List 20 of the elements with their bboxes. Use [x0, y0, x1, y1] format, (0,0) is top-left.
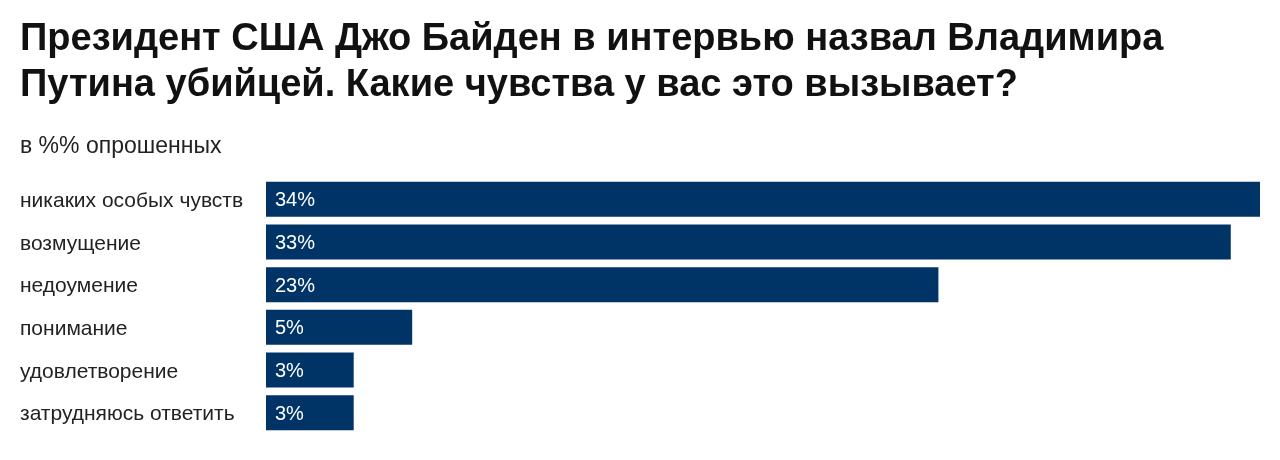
data-label: 34% — [275, 188, 316, 211]
bar — [266, 352, 354, 388]
y-tick-label: удовлетворение — [20, 358, 179, 382]
bar — [266, 309, 413, 345]
y-tick-label: возмущение — [20, 230, 141, 254]
chart-subtitle: в %% опрошенных — [20, 132, 222, 159]
data-label: 3% — [275, 359, 305, 381]
chart-title: Президент США Джо Байден в интервью назвал Владимира Путина убийцей. Какие чувства у вас это вызывает? — [20, 15, 1165, 106]
y-tick-label: недоумение — [20, 273, 138, 297]
data-label: 33% — [275, 231, 316, 253]
data-label: 3% — [275, 401, 305, 424]
y-tick-label: понимание — [20, 315, 128, 339]
data-label: 23% — [275, 273, 316, 296]
y-tick-label: никаких особых чувств — [20, 187, 244, 211]
data-label: 5% — [275, 316, 305, 339]
y-tick-label: затрудняюсь ответить — [20, 401, 235, 425]
bar — [266, 395, 354, 431]
bar — [266, 224, 1231, 260]
bar — [266, 181, 1260, 217]
bar — [266, 267, 939, 303]
